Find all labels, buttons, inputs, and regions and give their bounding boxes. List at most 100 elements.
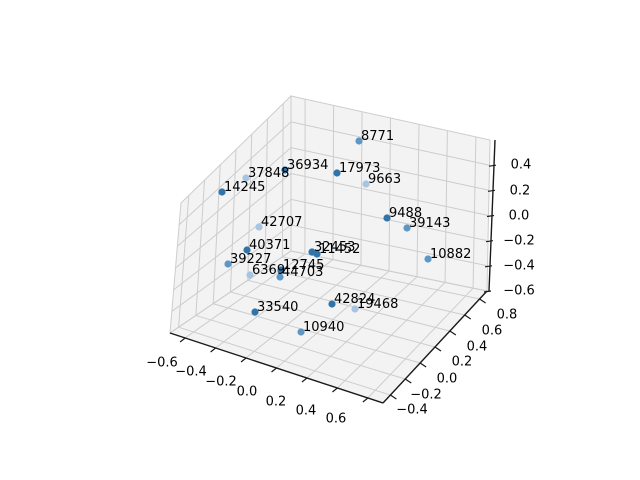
point-label: 19468	[357, 297, 399, 312]
scatter-point	[383, 214, 391, 222]
x-tick-label: −0.4	[175, 364, 207, 380]
grid-line-y-wall	[247, 134, 253, 281]
z-tick-mark	[487, 189, 496, 192]
point-label: 10940	[303, 320, 345, 335]
point-label: 44703	[282, 265, 324, 280]
grid-line-x-wall	[332, 105, 335, 260]
point-label: 11452	[319, 242, 361, 257]
x-tick-label: −0.6	[146, 355, 178, 371]
scatter-point	[424, 255, 432, 263]
point-label: 42707	[261, 215, 303, 230]
point-label: 33540	[257, 300, 299, 315]
grid-line-x-floor	[337, 282, 446, 389]
scatter-point	[328, 300, 336, 308]
scatter-point	[355, 137, 363, 145]
point-label: 9488	[389, 206, 423, 221]
z-tick-mark	[483, 290, 492, 293]
y-tick-mark	[404, 378, 412, 384]
grid-line-y-wall	[281, 103, 284, 257]
y-tick-mark	[390, 394, 397, 400]
point-label: 32453	[314, 240, 356, 255]
y-tick-label: 0.2	[451, 354, 473, 370]
grid-line-y-wall	[212, 164, 221, 304]
x-tick-mark	[362, 397, 369, 403]
y-tick-mark	[434, 346, 442, 352]
z-tick-mark	[488, 164, 497, 167]
x-tick-mark	[301, 377, 308, 383]
x-tick-label: 0.4	[295, 403, 317, 419]
point-label: 36934	[287, 158, 329, 173]
z-tick-mark	[486, 214, 495, 218]
z-tick-label: 0.0	[508, 208, 530, 224]
y-tick-mark	[464, 314, 472, 320]
x-tick-label: 0.2	[265, 394, 287, 410]
grid-line-x-floor	[367, 287, 474, 399]
grid-line-x-floor	[276, 270, 390, 369]
point-label: 39227	[230, 252, 272, 267]
point-label: 37848	[248, 166, 290, 181]
x-tick-mark	[332, 387, 338, 393]
grid-line-y-wall	[230, 149, 237, 293]
point-label: 12745	[283, 258, 325, 273]
y-tick-label: −0.4	[396, 402, 428, 418]
point-label: 6369	[252, 263, 286, 278]
z-tick-label: 0.4	[510, 157, 532, 173]
z-tick-label: 0.2	[509, 183, 531, 199]
scatter-point	[281, 166, 289, 174]
grid-line-x-floor	[215, 259, 334, 349]
grid-line-x-floor	[245, 264, 362, 359]
x-tick-label: −0.2	[205, 374, 237, 390]
y-tick-mark	[449, 330, 457, 336]
grid-line-y-wall	[195, 180, 206, 316]
grid-line-x-floor	[184, 253, 306, 339]
scatter-point	[242, 174, 250, 182]
scatter-point	[251, 308, 259, 316]
y-tick-label: 0.4	[466, 339, 488, 355]
point-label: 10882	[430, 247, 472, 262]
y-tick-label: −0.2	[410, 387, 442, 403]
z-tick-label: −0.4	[503, 258, 535, 274]
scatter-point	[276, 273, 284, 281]
scatter-point	[333, 169, 341, 177]
point-label: 39143	[409, 216, 451, 231]
scatter-point	[277, 266, 285, 274]
point-label: 40371	[249, 238, 291, 253]
z-tick-mark	[485, 240, 494, 243]
y-tick-label: 0.0	[436, 371, 458, 387]
grid-line-y-wall	[178, 195, 190, 328]
scatter-point	[403, 224, 411, 232]
y-tick-label: 0.6	[481, 323, 503, 339]
grid-line-x-wall	[388, 117, 391, 272]
x-tick-label: 0.6	[325, 411, 347, 427]
scatter-point	[297, 328, 305, 336]
grid-line-x-wall	[472, 136, 477, 289]
y-tick-mark	[419, 362, 427, 368]
x-tick-label: 0.0	[236, 384, 258, 400]
scatter-point	[246, 271, 254, 279]
scatter-point	[313, 250, 321, 258]
y-tick-label: 0.8	[496, 307, 518, 323]
scatter-point	[362, 180, 370, 188]
z-tick-label: −0.2	[503, 233, 535, 249]
grid-line-x-floor	[306, 276, 418, 379]
grid-line-x-wall	[444, 130, 448, 283]
point-label: 42824	[334, 292, 376, 307]
point-label: 14245	[224, 180, 266, 195]
grid-line-x-wall	[416, 124, 420, 277]
point-label: 9663	[368, 172, 402, 187]
scatter-point	[255, 223, 263, 231]
scatter-point	[218, 188, 226, 196]
z-tick-label: −0.6	[503, 283, 535, 299]
x-tick-mark	[271, 367, 277, 373]
x-tick-mark	[179, 337, 186, 343]
x-tick-mark	[240, 357, 247, 363]
x-tick-mark	[210, 347, 216, 353]
point-label: 17973	[339, 161, 381, 176]
grid-line-x-wall	[360, 111, 363, 266]
z-tick-mark	[484, 265, 493, 268]
y-tick-mark	[479, 298, 486, 304]
scatter-point	[224, 260, 232, 268]
grid-line-y-wall	[264, 118, 268, 269]
point-label: 8771	[361, 129, 395, 144]
